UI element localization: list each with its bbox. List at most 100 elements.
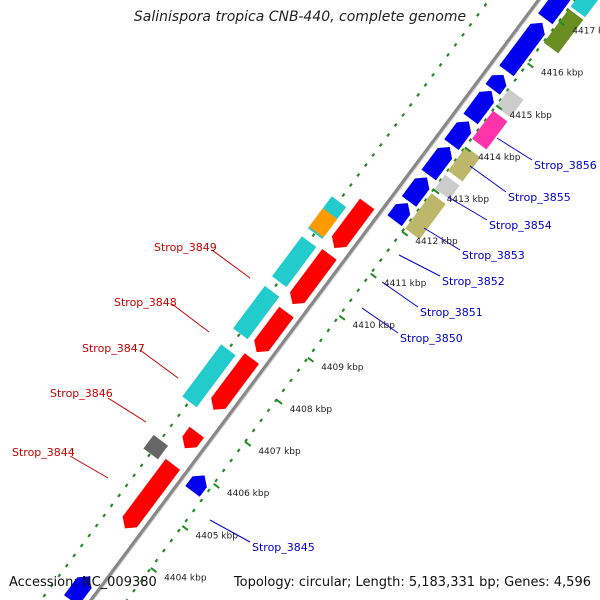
inner-ring-dot (251, 428, 256, 433)
outer-ring-dot (42, 593, 47, 598)
outer-ring-dot (348, 183, 353, 188)
inner-ring-dot (498, 97, 503, 103)
outer-ring-dot (446, 52, 450, 57)
inner-ring-dot (266, 408, 271, 413)
inner-ring-dot (341, 308, 346, 313)
kbp-tick (338, 314, 346, 321)
gene-feature-14 (401, 177, 430, 207)
kbp-label: 4413 kbp (447, 195, 490, 205)
kbp-label: 4407 kbp (258, 447, 301, 457)
gene-feature-0 (122, 458, 181, 529)
gene-feature-5 (254, 306, 294, 353)
inner-ring-dot (520, 67, 525, 72)
accession-value: NC_009380 (81, 575, 157, 590)
outer-ring-dot (371, 152, 376, 158)
kbp-tick (495, 104, 503, 111)
inner-ring-dot (184, 518, 189, 523)
gene-feature-4 (211, 353, 259, 410)
inner-ring-dot (296, 368, 301, 373)
kbp-label: 4406 kbp (227, 489, 270, 499)
inner-ring-dot (318, 338, 323, 343)
kbp-tick (307, 356, 315, 363)
inner-ring-dot (408, 218, 413, 223)
gene-feature-17 (435, 174, 460, 200)
inner-ring-dot (199, 498, 204, 503)
gene-label-forward: Strop_3853 (462, 249, 525, 262)
gene-feature-16 (421, 147, 453, 181)
gene-feature-8 (272, 236, 317, 288)
outer-ring-dot (356, 173, 361, 178)
gene-feature-18 (444, 121, 472, 150)
inner-ring-dot (513, 77, 518, 83)
inner-ring-dot (169, 538, 174, 543)
gene-feature-27 (570, 0, 599, 18)
callout-line-forward (398, 254, 441, 277)
outer-ring-dot (236, 333, 241, 338)
kbp-tick (150, 567, 158, 573)
inner-ring-dot (259, 418, 263, 423)
outer-ring-dot (229, 343, 234, 348)
gene-feature-2 (182, 426, 204, 449)
gene-feature-19 (448, 146, 481, 182)
kbp-tick (527, 62, 534, 69)
inner-ring-dot (483, 118, 488, 123)
kbp-label: 4412 kbp (415, 237, 458, 247)
inner-ring-dot (206, 488, 211, 493)
inner-ring-dot (229, 458, 234, 463)
inner-ring-dot (573, 0, 577, 2)
inner-tick-ring (125, 0, 577, 600)
gene-callouts: Strop_3845 Strop_3850 Strop_3851 Strop_3852… (12, 137, 597, 554)
inner-ring-dot (304, 358, 308, 363)
kbp-label: 4408 kbp (290, 405, 333, 415)
gene-feature-11 (309, 208, 338, 238)
gene-label-reverse: Strop_3847 (82, 342, 145, 355)
gene-label-reverse: Strop_3848 (114, 296, 177, 309)
kbp-label: 4416 kbp (541, 69, 584, 79)
gene-label-reverse: Strop_3846 (50, 387, 113, 400)
gene-feature-12 (185, 475, 207, 497)
kbp-tick (432, 188, 440, 195)
outer-ring-dot (476, 12, 480, 17)
outer-ring-dot (274, 283, 278, 288)
outer-ring-dot (109, 503, 114, 508)
inner-ring-dot (393, 238, 398, 243)
outer-ring-dot (79, 543, 84, 548)
outer-ring-dot (423, 82, 428, 87)
outer-ring-dot (177, 413, 181, 418)
inner-ring-dot (154, 558, 159, 563)
gene-feature-21 (472, 110, 508, 150)
inner-ring-dot (438, 178, 443, 183)
inner-ring-dot (416, 208, 420, 213)
kbp-tick (275, 398, 283, 405)
callout-line-forward (496, 137, 533, 161)
outer-ring-dot (393, 122, 398, 127)
callout-line-forward (361, 307, 399, 334)
gene-label-forward: Strop_3856 (534, 159, 597, 172)
outer-ring-dot (363, 163, 368, 168)
inner-ring-dot (475, 128, 480, 133)
gene-feature-15 (405, 193, 446, 240)
kbp-label: 4415 kbp (509, 111, 552, 121)
inner-ring-dot (558, 17, 562, 22)
inner-ring-dot (214, 478, 219, 483)
outer-ring-dot (72, 553, 77, 558)
inner-ring-dot (565, 7, 570, 12)
inner-ring-dot (289, 378, 293, 383)
inner-ring-dot (550, 27, 555, 32)
gene-feature-6 (233, 285, 280, 340)
kbp-tick (370, 272, 377, 279)
outer-ring-dot (341, 193, 346, 198)
callout-line-forward (469, 165, 507, 193)
outer-ring-dot (453, 42, 458, 47)
kbp-tick (181, 525, 189, 531)
backbone-highlight (92, 0, 542, 600)
kbp-label: 4405 kbp (196, 531, 239, 541)
accession-label: Accession: (9, 575, 78, 590)
gene-label-reverse: Strop_3844 (12, 446, 75, 459)
kbp-tick (558, 20, 566, 27)
inner-ring-dot (311, 348, 316, 353)
gene-feature-25 (543, 9, 584, 54)
backbone-line (88, 0, 542, 600)
